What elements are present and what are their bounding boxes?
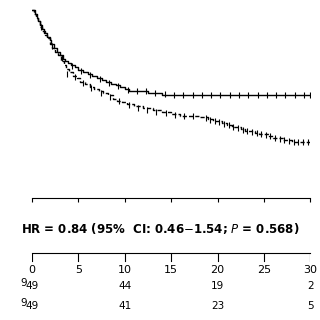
Text: 2: 2 bbox=[307, 281, 314, 291]
Text: HR = 0.84 (95%  CI: 0.46$-$1.54; $\mathit{P}$ = 0.568): HR = 0.84 (95% CI: 0.46$-$1.54; $\mathit… bbox=[21, 221, 299, 236]
Text: 9: 9 bbox=[21, 278, 28, 288]
Text: 23: 23 bbox=[211, 301, 224, 311]
Text: 15: 15 bbox=[164, 265, 178, 275]
Text: 49: 49 bbox=[25, 301, 39, 311]
Text: 9: 9 bbox=[21, 299, 28, 308]
Text: 10: 10 bbox=[118, 265, 132, 275]
Text: 20: 20 bbox=[211, 265, 225, 275]
Text: 19: 19 bbox=[211, 281, 224, 291]
Text: 5: 5 bbox=[75, 265, 82, 275]
Text: 0: 0 bbox=[28, 265, 36, 275]
Text: 49: 49 bbox=[25, 281, 39, 291]
Text: 41: 41 bbox=[118, 301, 132, 311]
Text: 5: 5 bbox=[307, 301, 314, 311]
Text: 44: 44 bbox=[118, 281, 132, 291]
Text: 30: 30 bbox=[303, 265, 317, 275]
Text: 25: 25 bbox=[257, 265, 271, 275]
